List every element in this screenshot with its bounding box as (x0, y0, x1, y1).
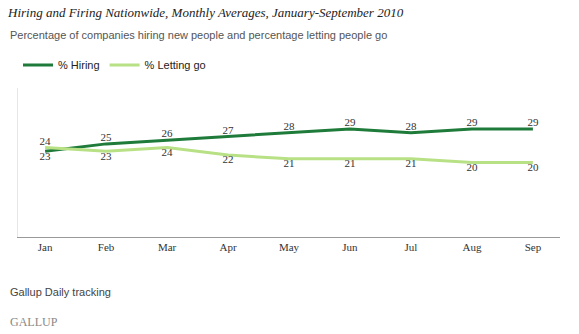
svg-text:28: 28 (405, 120, 417, 132)
svg-text:% Letting go: % Letting go (145, 59, 206, 71)
svg-text:Jun: Jun (342, 241, 358, 253)
svg-text:20: 20 (527, 161, 539, 173)
svg-text:Hiring and Firing Nationwide,: Hiring and Firing Nationwide, Monthly Av… (7, 5, 404, 20)
svg-text:23: 23 (101, 150, 113, 162)
svg-text:25: 25 (101, 131, 113, 143)
svg-text:26: 26 (162, 127, 174, 139)
svg-text:% Hiring: % Hiring (58, 59, 100, 71)
svg-text:29: 29 (527, 116, 539, 128)
svg-text:Percentage of companies hiring: Percentage of companies hiring new peopl… (10, 29, 387, 41)
svg-text:GALLUP: GALLUP (10, 315, 58, 329)
svg-text:Gallup Daily tracking: Gallup Daily tracking (10, 286, 111, 298)
svg-text:Apr: Apr (219, 241, 236, 253)
svg-text:May: May (279, 241, 300, 253)
svg-text:21: 21 (344, 157, 355, 169)
svg-text:24: 24 (40, 135, 52, 147)
svg-text:23: 23 (40, 150, 52, 162)
svg-text:22: 22 (223, 153, 234, 165)
svg-text:Jul: Jul (405, 241, 418, 253)
svg-text:Sep: Sep (525, 241, 542, 253)
svg-text:20: 20 (466, 161, 478, 173)
svg-text:Feb: Feb (98, 241, 115, 253)
svg-text:21: 21 (284, 157, 295, 169)
svg-text:Aug: Aug (462, 241, 481, 253)
svg-text:27: 27 (223, 124, 235, 136)
svg-text:21: 21 (405, 157, 416, 169)
svg-text:Mar: Mar (158, 241, 177, 253)
svg-text:24: 24 (162, 146, 174, 158)
svg-text:Jan: Jan (38, 241, 53, 253)
svg-text:29: 29 (466, 116, 478, 128)
svg-text:29: 29 (344, 116, 356, 128)
svg-text:28: 28 (284, 120, 296, 132)
